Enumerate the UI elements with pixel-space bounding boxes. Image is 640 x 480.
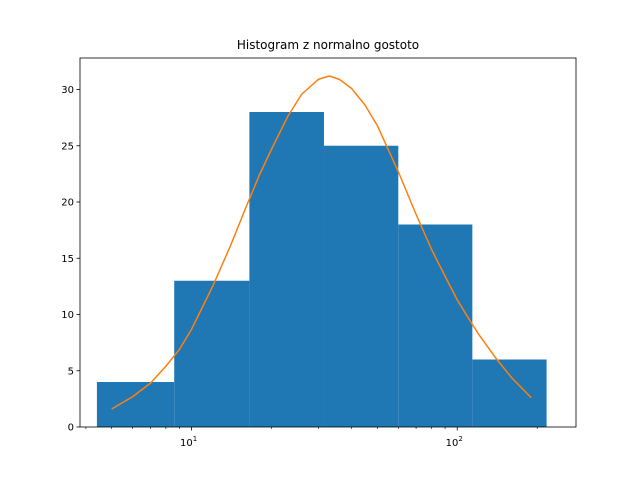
x-tick-label-100: 102	[446, 435, 463, 449]
y-tick-label-20: 20	[61, 198, 74, 209]
histogram-bar-3	[249, 112, 324, 427]
y-tick-label-10: 10	[61, 310, 74, 321]
histogram-bar-1	[96, 382, 175, 427]
bars-group	[96, 112, 547, 427]
plot-frame	[79, 57, 577, 428]
y-tick-label-30: 30	[61, 85, 74, 96]
curve-group	[111, 75, 532, 410]
y-tick-label-15: 15	[61, 254, 74, 265]
y-tick-label-25: 25	[61, 141, 74, 152]
axes-group: 0 5 10 15 20 25 30 101 102	[61, 57, 577, 449]
x-tick-label-10: 101	[180, 435, 197, 449]
y-tick-label-5: 5	[68, 366, 74, 377]
histogram-bar-4	[323, 145, 399, 427]
histogram-bar-2	[174, 280, 250, 427]
chart-title: Histogram z normalno gostoto	[237, 38, 419, 52]
histogram-bar-6	[472, 359, 547, 427]
density-curve	[111, 75, 532, 410]
y-tick-label-0: 0	[68, 423, 74, 434]
histogram-bar-5	[398, 224, 473, 427]
